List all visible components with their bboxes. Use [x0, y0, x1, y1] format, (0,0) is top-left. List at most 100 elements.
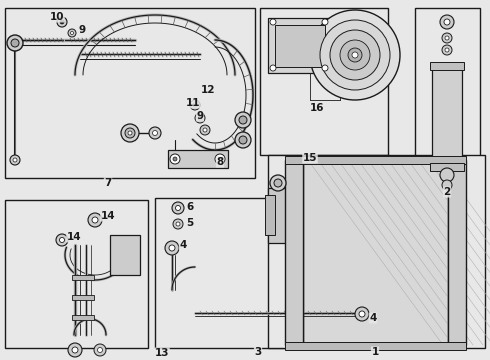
- Bar: [430, 62, 464, 70]
- Bar: [260, 8, 388, 155]
- Circle shape: [173, 157, 177, 161]
- Circle shape: [445, 36, 449, 40]
- Circle shape: [172, 202, 184, 214]
- Circle shape: [330, 30, 380, 80]
- Text: 2: 2: [443, 187, 451, 197]
- Circle shape: [149, 127, 161, 139]
- Bar: [5, 8, 255, 178]
- Circle shape: [348, 48, 362, 62]
- Circle shape: [359, 311, 365, 317]
- Circle shape: [444, 19, 450, 25]
- Bar: [110, 235, 140, 275]
- Circle shape: [94, 344, 106, 356]
- Circle shape: [239, 136, 247, 144]
- Circle shape: [165, 241, 179, 255]
- Bar: [448, 160, 466, 345]
- Bar: [432, 65, 462, 165]
- Bar: [275, 25, 325, 67]
- Circle shape: [200, 125, 210, 135]
- Text: 15: 15: [303, 153, 317, 163]
- Bar: [285, 160, 303, 345]
- Circle shape: [170, 154, 180, 164]
- Circle shape: [203, 128, 207, 132]
- Bar: [72, 295, 94, 300]
- Circle shape: [195, 113, 205, 123]
- Circle shape: [173, 219, 183, 229]
- Text: 9: 9: [78, 25, 86, 35]
- Circle shape: [322, 19, 328, 25]
- Bar: [155, 198, 388, 348]
- Circle shape: [320, 20, 390, 90]
- Text: 3: 3: [254, 347, 262, 357]
- Circle shape: [176, 222, 180, 226]
- Bar: [72, 315, 94, 320]
- Circle shape: [11, 39, 19, 47]
- Bar: [303, 160, 448, 345]
- Circle shape: [198, 116, 202, 120]
- Text: 11: 11: [186, 98, 200, 108]
- Bar: [268, 18, 333, 73]
- Circle shape: [98, 347, 102, 352]
- Circle shape: [190, 100, 200, 110]
- Circle shape: [169, 245, 175, 251]
- Circle shape: [442, 45, 452, 55]
- Circle shape: [57, 17, 67, 27]
- Text: 8: 8: [217, 157, 223, 167]
- Circle shape: [152, 130, 157, 135]
- Text: 7: 7: [104, 178, 112, 188]
- Circle shape: [68, 343, 82, 357]
- Circle shape: [10, 155, 20, 165]
- Text: 14: 14: [100, 211, 115, 221]
- Circle shape: [92, 217, 98, 223]
- Circle shape: [440, 15, 454, 29]
- Circle shape: [274, 179, 282, 187]
- Circle shape: [215, 154, 225, 164]
- Circle shape: [322, 65, 328, 71]
- Bar: [268, 155, 485, 348]
- Circle shape: [7, 35, 23, 51]
- Circle shape: [193, 103, 197, 107]
- Text: 4: 4: [369, 313, 377, 323]
- Circle shape: [440, 168, 454, 182]
- Text: 12: 12: [201, 85, 215, 95]
- Bar: [415, 8, 480, 188]
- Text: 14: 14: [67, 232, 81, 242]
- Circle shape: [270, 19, 276, 25]
- Text: 4: 4: [179, 240, 187, 250]
- Text: 9: 9: [196, 111, 203, 121]
- Text: 13: 13: [155, 348, 169, 358]
- Circle shape: [239, 116, 247, 124]
- Text: 10: 10: [50, 12, 64, 22]
- Circle shape: [310, 10, 400, 100]
- Circle shape: [445, 48, 449, 52]
- Bar: [285, 156, 466, 164]
- Bar: [430, 163, 464, 171]
- Circle shape: [88, 213, 102, 227]
- Circle shape: [235, 112, 251, 128]
- Circle shape: [59, 238, 65, 243]
- Circle shape: [270, 175, 286, 191]
- Circle shape: [442, 33, 452, 43]
- Text: 1: 1: [371, 347, 379, 357]
- Circle shape: [352, 52, 358, 58]
- Bar: [265, 195, 275, 235]
- Circle shape: [13, 158, 17, 162]
- Circle shape: [270, 65, 276, 71]
- Bar: [285, 342, 466, 350]
- Circle shape: [235, 132, 251, 148]
- Bar: [268, 188, 288, 243]
- Circle shape: [355, 307, 369, 321]
- Bar: [72, 275, 94, 280]
- Circle shape: [60, 20, 64, 24]
- Bar: [168, 150, 228, 168]
- Circle shape: [125, 128, 135, 138]
- Circle shape: [442, 180, 452, 190]
- Text: 16: 16: [310, 103, 324, 113]
- Circle shape: [72, 347, 78, 353]
- Bar: [5, 200, 148, 348]
- Circle shape: [175, 206, 180, 211]
- Circle shape: [340, 40, 370, 70]
- Circle shape: [71, 31, 73, 35]
- Circle shape: [128, 131, 132, 135]
- Circle shape: [56, 234, 68, 246]
